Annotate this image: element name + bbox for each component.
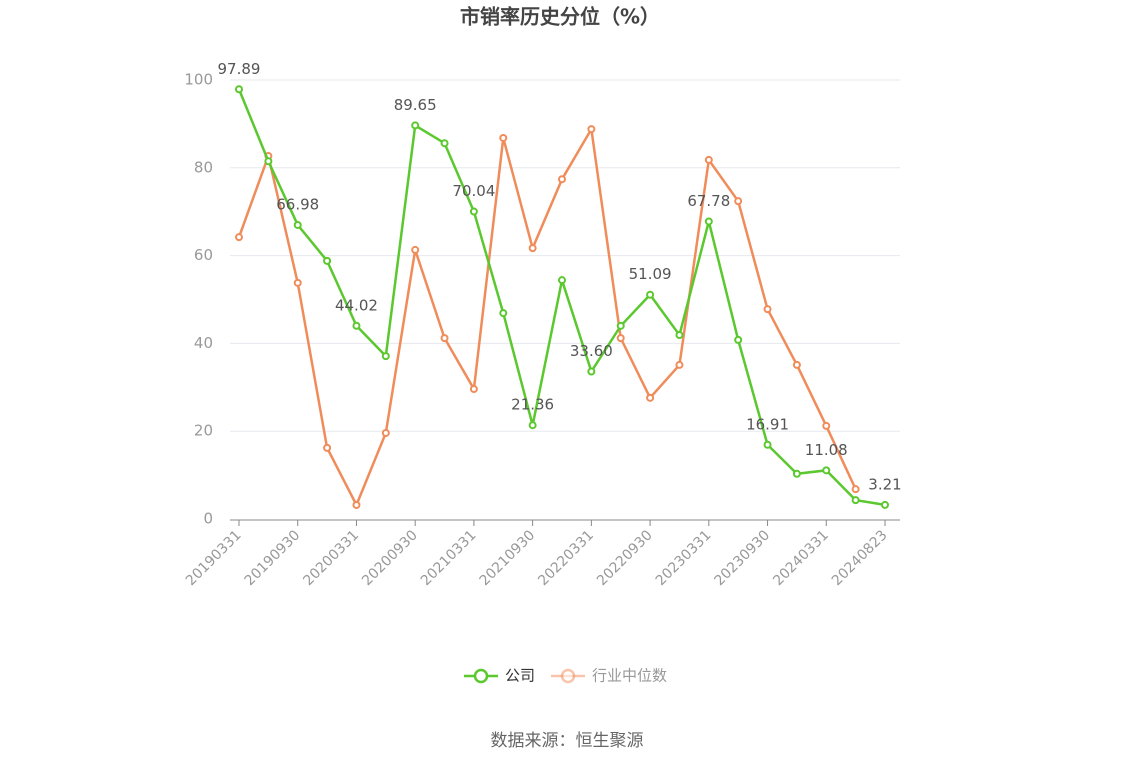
data-point (792, 360, 801, 369)
data-point (381, 352, 390, 361)
data-point (293, 278, 302, 287)
data-label: 51.09 (629, 265, 672, 283)
x-tick-label: 20230331 (653, 527, 715, 589)
data-point (469, 207, 478, 216)
data-point (822, 466, 831, 475)
data-point (235, 233, 243, 242)
data-label: 44.02 (335, 296, 378, 314)
data-point (469, 385, 478, 394)
series-line (237, 125, 857, 508)
data-label: 16.91 (746, 415, 789, 433)
y-tick-label: 20 (194, 422, 213, 440)
data-point (675, 331, 684, 340)
x-tick-label: 20200930 (359, 527, 421, 589)
x-tick-label: 20220930 (594, 527, 656, 589)
x-tick-label: 20190331 (183, 527, 245, 589)
data-point (763, 305, 772, 314)
source: 数据来源：恒生聚源 (491, 731, 644, 751)
data-point (235, 85, 243, 94)
x-tick-label: 20240823 (829, 527, 891, 589)
data-point (881, 500, 889, 509)
data-point (734, 197, 743, 206)
y-tick-label: 0 (203, 510, 213, 528)
data-label: 33.60 (570, 342, 613, 360)
legend-marker (473, 668, 489, 684)
x-tick-label: 20220331 (535, 527, 597, 589)
data-point (411, 121, 420, 130)
data-label: 89.65 (394, 96, 437, 114)
data-point (528, 244, 537, 253)
data-point (440, 139, 449, 148)
data-label: 67.78 (687, 192, 730, 210)
data-point (558, 276, 566, 285)
data-point (792, 469, 801, 478)
data-point (851, 496, 860, 505)
x-tick-label: 20240331 (770, 527, 832, 589)
data-point (499, 309, 508, 318)
x-tick-label: 20230930 (711, 527, 773, 589)
data-point (381, 428, 390, 437)
x-tick-label: 20200331 (300, 527, 362, 589)
data-point (646, 393, 655, 402)
data-point (587, 125, 596, 134)
data-point (704, 155, 713, 164)
data-point (323, 256, 332, 265)
x-tick-label: 20210930 (477, 527, 539, 589)
legend-label: 行业中位数 (592, 667, 667, 685)
data-label: 21.36 (511, 396, 554, 414)
legend-item[interactable]: 公司 (464, 667, 535, 685)
x-tick-label: 20210331 (418, 527, 480, 589)
data-point (528, 421, 537, 430)
data-label: 97.89 (218, 60, 261, 78)
data-point (616, 334, 625, 343)
y-tick-label: 40 (194, 334, 213, 352)
chart-title: 市销率历史分位（%） (460, 5, 660, 29)
data-point (734, 335, 743, 344)
data-point (616, 321, 625, 330)
x-tick-label: 20190930 (242, 527, 304, 589)
legend-item[interactable]: 行业中位数 (551, 667, 667, 685)
legend-marker (560, 668, 576, 684)
data-point (352, 321, 361, 330)
data-label: 11.08 (805, 441, 848, 459)
data-point (411, 245, 420, 254)
data-point (323, 443, 332, 452)
data-label: 3.21 (868, 475, 901, 493)
legend-label: 公司 (505, 667, 535, 685)
data-point (499, 133, 508, 142)
data-point (675, 360, 684, 369)
y-tick-label: 80 (194, 158, 213, 176)
data-point (851, 485, 860, 494)
data-point (293, 220, 302, 229)
data-point (763, 440, 772, 449)
data-point (264, 157, 273, 166)
data-label: 70.04 (452, 182, 495, 200)
data-point (440, 334, 449, 343)
data-point (587, 367, 596, 376)
data-point (646, 290, 655, 299)
data-point (704, 217, 713, 226)
data-point (558, 175, 566, 184)
data-label: 66.98 (276, 195, 319, 213)
y-tick-label: 60 (194, 246, 213, 264)
data-point (352, 500, 361, 509)
data-point (822, 421, 831, 430)
y-tick-label: 100 (184, 71, 213, 89)
